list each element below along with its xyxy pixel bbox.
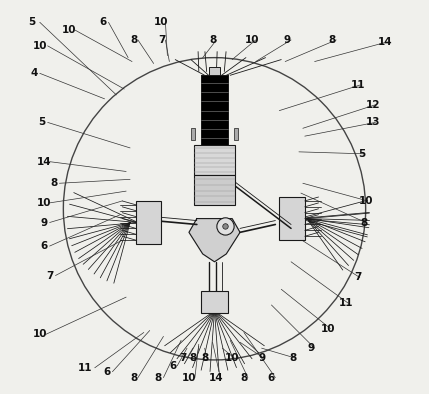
Bar: [201, 291, 228, 313]
Bar: [136, 201, 161, 244]
Bar: [209, 67, 220, 177]
Text: 6: 6: [268, 373, 275, 383]
Text: 8: 8: [329, 35, 336, 45]
Text: 7: 7: [179, 353, 187, 363]
Text: 10: 10: [321, 323, 335, 334]
Text: 8: 8: [130, 35, 138, 45]
Text: 10: 10: [154, 17, 169, 27]
Text: 14: 14: [209, 373, 224, 383]
Text: 7: 7: [46, 271, 53, 281]
Text: 11: 11: [78, 363, 92, 373]
Text: 10: 10: [358, 196, 373, 206]
Text: 8: 8: [130, 373, 138, 383]
Polygon shape: [189, 219, 240, 262]
Text: 11: 11: [350, 80, 365, 90]
Text: 7: 7: [158, 35, 165, 45]
Bar: [194, 175, 235, 205]
Text: 5: 5: [358, 149, 366, 159]
Circle shape: [217, 218, 234, 235]
Text: 8: 8: [201, 353, 208, 363]
Text: 8: 8: [290, 353, 296, 363]
Text: 8: 8: [189, 353, 196, 363]
Text: 6: 6: [99, 17, 106, 27]
Text: 8: 8: [50, 178, 57, 188]
Text: 11: 11: [339, 298, 353, 308]
Text: 12: 12: [366, 100, 381, 110]
Text: 14: 14: [378, 37, 393, 47]
Text: 10: 10: [33, 41, 47, 51]
Text: 10: 10: [182, 373, 196, 383]
Bar: [279, 197, 305, 240]
Circle shape: [223, 224, 228, 229]
Text: 6: 6: [169, 361, 177, 371]
Text: 5: 5: [28, 17, 36, 27]
Bar: [234, 128, 238, 140]
Text: 8: 8: [209, 35, 216, 45]
Text: 14: 14: [36, 157, 51, 167]
Text: 10: 10: [225, 353, 239, 363]
Bar: [191, 128, 195, 140]
Text: 10: 10: [62, 25, 76, 35]
Text: 9: 9: [284, 35, 291, 45]
Text: 5: 5: [38, 117, 45, 127]
Text: 10: 10: [36, 198, 51, 208]
Text: 8: 8: [154, 373, 161, 383]
Text: 7: 7: [354, 273, 362, 282]
Text: 13: 13: [366, 117, 381, 127]
Bar: [201, 75, 228, 146]
Text: 4: 4: [30, 68, 38, 78]
Text: 6: 6: [40, 241, 47, 251]
Text: 10: 10: [245, 35, 259, 45]
Text: 9: 9: [258, 353, 265, 363]
Text: 10: 10: [33, 329, 47, 339]
Bar: [201, 75, 228, 146]
Bar: [194, 145, 235, 175]
Text: 8: 8: [240, 373, 248, 383]
Text: 9: 9: [40, 217, 47, 227]
Text: 8: 8: [360, 217, 367, 227]
Text: 9: 9: [307, 343, 314, 353]
Text: 6: 6: [103, 367, 110, 377]
